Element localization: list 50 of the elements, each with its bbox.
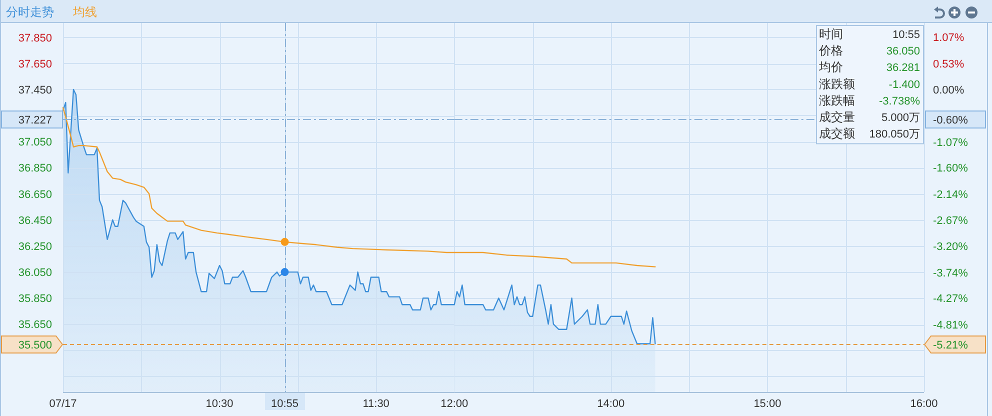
y-tick-label: 37.450 (18, 84, 52, 96)
y2-tick-label: -2.14% (933, 189, 968, 202)
annotation: 5.000万 (881, 112, 920, 124)
y-tick-label: 37.050 (18, 136, 52, 149)
annotation: -1.400 (888, 78, 920, 91)
y-tick-label: 37.650 (18, 58, 52, 70)
annotation: 涨跌幅 (819, 93, 855, 108)
annotation: 10:55 (892, 29, 920, 41)
x-tick-label: 07/17 (49, 398, 77, 410)
y-tick-label: 36.250 (18, 240, 52, 253)
y2-tick-label: 1.07% (933, 32, 964, 44)
x-tick-label: 14:00 (597, 398, 625, 410)
y2-tick-label: -1.60% (933, 162, 968, 175)
y2-tick-label: -3.74% (933, 267, 968, 280)
y2-tick-label: -1.07% (933, 136, 968, 149)
y-tick-label: 36.650 (18, 188, 52, 201)
annotation: 36.281 (886, 62, 920, 74)
y2-tick-label: -4.27% (933, 293, 968, 306)
y-tick-label: 36.850 (18, 162, 52, 175)
annotation: 时间 (819, 27, 843, 41)
x-tick-label: 11:30 (362, 398, 390, 410)
ref-line-label: 37.227 (18, 114, 52, 126)
y2-tick-label: -4.81% (933, 320, 968, 332)
annotation: 价格 (818, 44, 843, 58)
x-tick-label: 15:00 (754, 398, 782, 410)
y-tick-label: 35.650 (18, 319, 52, 332)
annotation: 成交量 (819, 110, 855, 124)
text: 分时走势 (6, 5, 54, 19)
y-tick-label: 36.450 (18, 214, 52, 227)
x-tick-label: 10:55 (271, 398, 299, 410)
x-tick-label: 16:00 (910, 398, 938, 410)
x-tick-label: 12:00 (440, 398, 468, 410)
y2-tick-label: 0.53% (933, 58, 964, 71)
y2-tick-label: -2.67% (933, 214, 968, 227)
y-tick-label: 36.050 (18, 267, 52, 280)
ref-line-label: 35.500 (18, 340, 52, 352)
y-tick-label: 37.850 (18, 32, 52, 44)
y2-tick-label: 0.00% (933, 84, 964, 96)
annotation: -3.738% (879, 95, 920, 108)
annotation: 180.050万 (869, 128, 920, 141)
annotation: 36.050 (886, 46, 920, 58)
text: 均线 (72, 5, 97, 19)
annotation: 均价 (818, 60, 843, 74)
annotation: 成交额 (819, 126, 855, 141)
ref-line-label: -0.60% (933, 114, 968, 126)
annotation: 涨跌额 (819, 76, 855, 91)
ref-line-label: -5.21% (933, 340, 968, 352)
y2-tick-label: -3.20% (933, 240, 968, 253)
y-tick-label: 35.850 (18, 293, 52, 306)
x-tick-label: 10:30 (206, 398, 234, 410)
